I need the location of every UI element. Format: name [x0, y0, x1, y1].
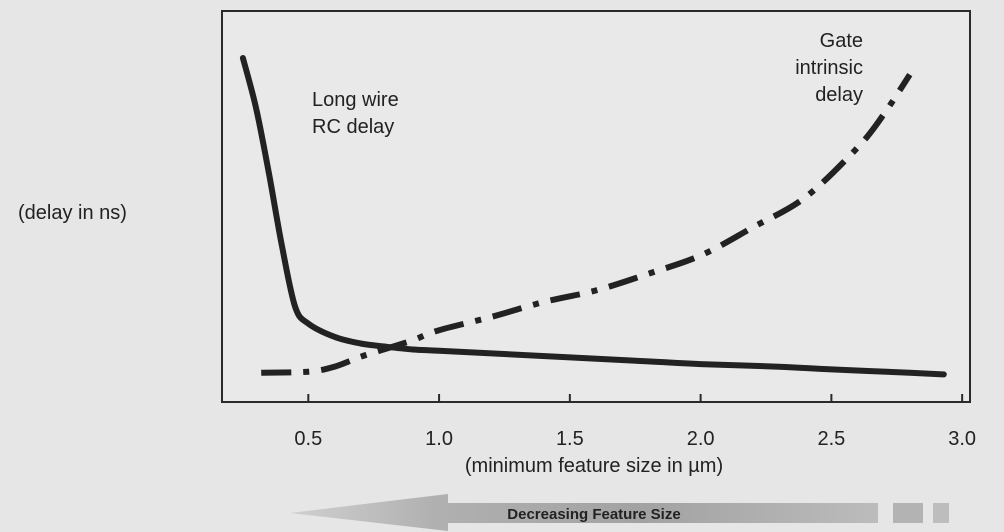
x-tick-label: 1.0	[425, 428, 453, 450]
plot-area	[221, 10, 971, 403]
gate-label-line-3: delay	[815, 84, 863, 106]
arrow-tail-block-2	[933, 503, 949, 523]
decreasing-feature-size-arrow: Decreasing Feature Size	[290, 494, 949, 531]
gate-label-line-2: intrinsic	[795, 57, 863, 79]
gate-intrinsic-delay-line	[261, 72, 913, 376]
series-layer	[239, 55, 947, 378]
x-tick-label: 3.0	[948, 428, 976, 450]
long-wire-rc-delay-line	[239, 55, 947, 378]
x-tick-label: 2.0	[687, 428, 715, 450]
gate-label-line-1: Gate	[820, 30, 863, 52]
long-wire-label-line-2: RC delay	[312, 116, 394, 138]
x-tick-label: 0.5	[294, 428, 322, 450]
x-axis-ticks: 0.5 1.0 1.5 2.0 2.5 3.0	[294, 394, 976, 450]
x-tick-label: 2.5	[817, 428, 845, 450]
x-tick-label: 1.5	[556, 428, 584, 450]
long-wire-label-line-1: Long wire	[312, 89, 399, 111]
arrow-tail-block-1	[893, 503, 923, 523]
arrow-label: Decreasing Feature Size	[507, 506, 680, 523]
arrow-shape	[290, 494, 878, 531]
x-axis-label: (minimum feature size in µm)	[465, 455, 723, 477]
y-axis-label: (delay in ns)	[18, 202, 127, 224]
